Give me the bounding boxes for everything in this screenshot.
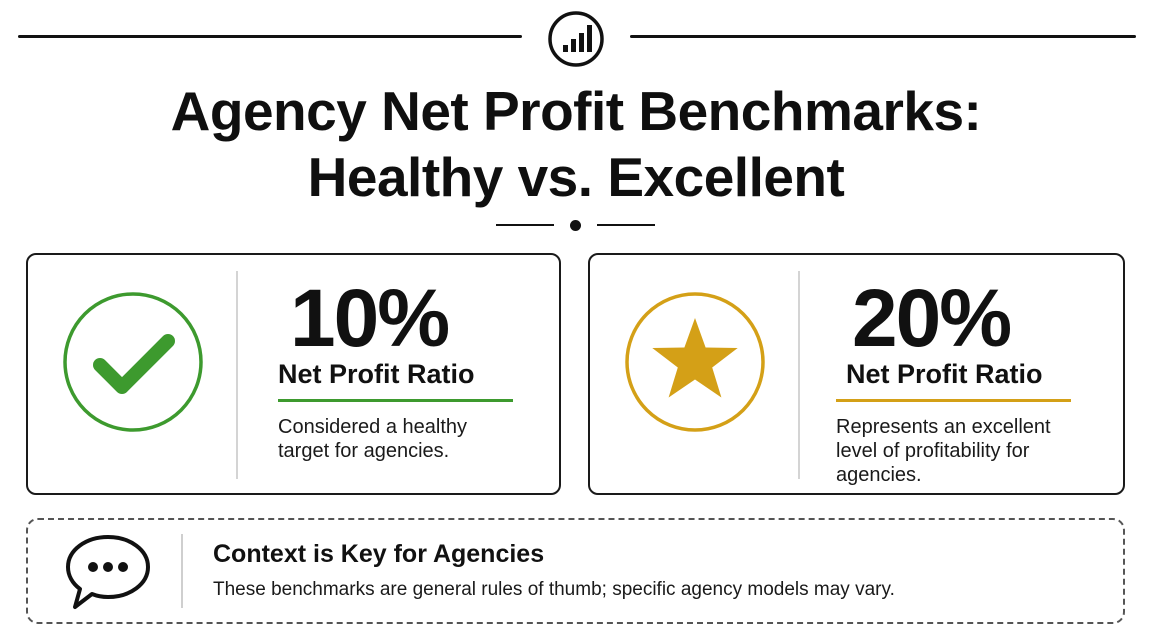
title-divider-right — [597, 224, 655, 226]
context-title: Context is Key for Agencies — [213, 540, 545, 568]
healthy-description: Considered a healthy target for agencies… — [278, 416, 468, 462]
excellent-description: Represents an excellent level of profita… — [836, 416, 1051, 486]
healthy-benchmark-card: 10% Net Profit Ratio Considered a health… — [26, 253, 561, 495]
title-divider-left — [496, 224, 554, 226]
speech-bubble-icon — [66, 535, 150, 609]
excellent-percentage: 20% — [852, 273, 1012, 364]
card-separator — [236, 271, 238, 479]
top-rule-right — [630, 35, 1136, 38]
context-text: These benchmarks are general rules of th… — [213, 579, 895, 600]
excellent-label: Net Profit Ratio — [846, 359, 1043, 389]
excellent-underline — [836, 399, 1071, 402]
top-rule-left — [18, 35, 522, 38]
page-title-line1: Agency Net Profit Benchmarks: — [170, 80, 982, 142]
healthy-percentage: 10% — [290, 273, 450, 364]
star-icon — [625, 292, 765, 432]
title-divider-dot — [570, 220, 581, 231]
context-separator — [181, 534, 183, 608]
page-title-line2: Healthy vs. Excellent — [307, 146, 845, 208]
healthy-label: Net Profit Ratio — [278, 359, 475, 389]
bar-chart-icon — [548, 11, 604, 67]
context-note: Context is Key for Agencies These benchm… — [26, 518, 1125, 624]
excellent-benchmark-card: 20% Net Profit Ratio Represents an excel… — [588, 253, 1125, 495]
card-separator — [798, 271, 800, 479]
check-icon — [63, 292, 203, 432]
healthy-underline — [278, 399, 513, 402]
